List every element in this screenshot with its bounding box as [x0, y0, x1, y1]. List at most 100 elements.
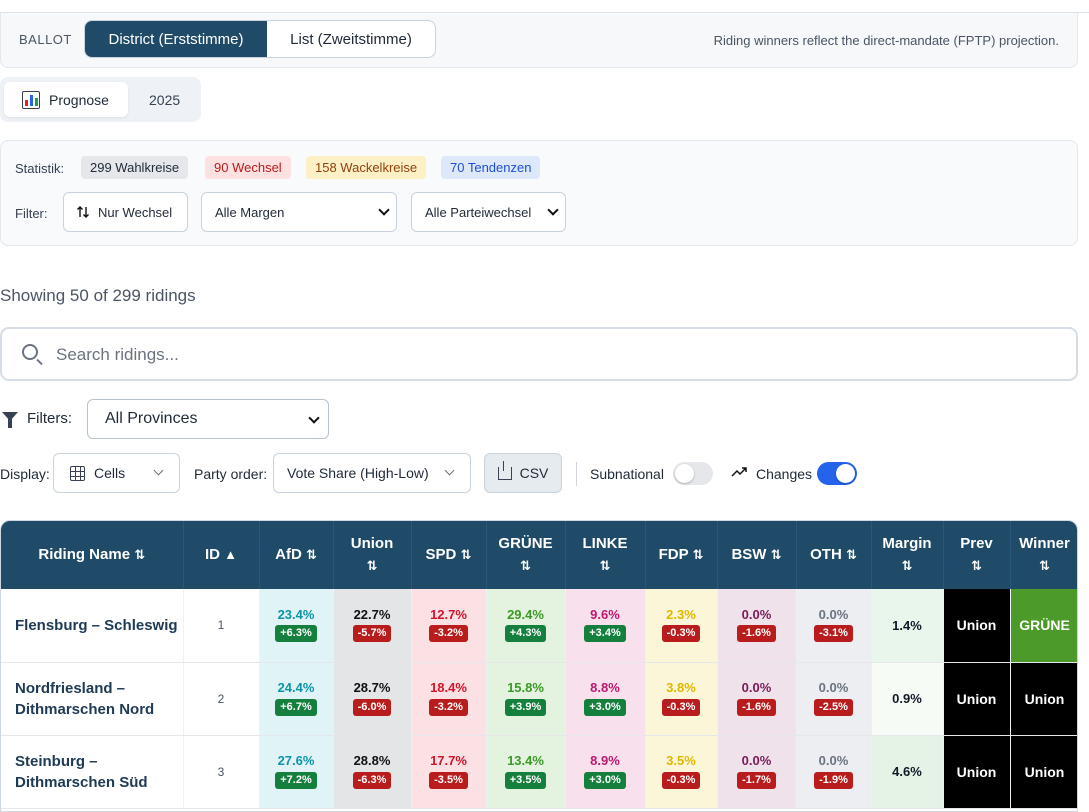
vote-cell-afd: 24.4% +6.7%	[259, 662, 334, 736]
total-ridings-badge: 299 Wahlkreise	[81, 156, 189, 179]
ballot-district-button[interactable]: District (Erststimme)	[85, 21, 267, 57]
party-change-select-value: Alle Parteiwechsel	[425, 204, 532, 220]
vote-change-badge: -0.3%	[661, 698, 701, 716]
ballot-toggle: District (Erststimme) List (Zweitstimme)	[84, 20, 436, 58]
vote-share: 17.7%	[430, 753, 467, 769]
table-row[interactable]: Nordfriesland – Dithmarschen Nord 2 24.4% +…	[1, 662, 1077, 736]
riding-id-cell: 1	[183, 589, 260, 663]
party-order-value: Vote Share (High-Low)	[287, 465, 429, 481]
vote-change-badge: -3.2%	[429, 698, 468, 716]
vote-change-badge: +3.9%	[504, 698, 547, 716]
vote-share: 0.0%	[741, 753, 772, 769]
col-riding-name[interactable]: Riding Name ⇅	[1, 521, 184, 589]
col-margin[interactable]: Margin ⇅	[871, 521, 944, 589]
stats-panel: Statistik: 299 Wahlkreise 90 Wechsel 158…	[0, 140, 1078, 246]
vote-cell-linke: 9.6% +3.4%	[565, 589, 646, 663]
col-prev[interactable]: Prev ⇅	[943, 521, 1011, 589]
col-afd[interactable]: AfD ⇅	[259, 521, 334, 589]
vote-change-badge: -6.0%	[352, 698, 392, 716]
vote-change-badge: -0.3%	[661, 625, 701, 643]
chevron-down-icon	[308, 412, 320, 424]
col-bsw[interactable]: BSW ⇅	[717, 521, 797, 589]
col-fdp[interactable]: FDP ⇅	[645, 521, 718, 589]
divider	[576, 462, 577, 486]
col-winner[interactable]: Winner ⇅	[1010, 521, 1077, 589]
vote-share: 22.7%	[353, 607, 391, 622]
vote-cell-bsw: 0.0% -1.7%	[717, 735, 797, 809]
col-oth[interactable]: OTH ⇅	[796, 521, 872, 589]
party-change-select[interactable]: Alle Parteiwechsel	[411, 192, 566, 232]
vote-share: 8.8%	[590, 680, 620, 696]
tab-2025[interactable]: 2025	[149, 91, 181, 108]
vote-cell-union: 28.7% -6.0%	[333, 662, 412, 736]
vote-change-badge: +3.5%	[504, 771, 547, 789]
trending-up-icon	[731, 467, 747, 477]
table-row[interactable]: Steinburg – Dithmarschen Süd 3 27.6% +7.2% 2…	[1, 735, 1077, 809]
vote-cell-linke: 8.9% +3.0%	[565, 735, 646, 809]
col-gruene[interactable]: GRÜNE ⇅	[486, 521, 566, 589]
vote-share: 28.8%	[353, 753, 391, 769]
margins-select-value: Alle Margen	[215, 204, 285, 220]
col-spd[interactable]: SPD ⇅	[411, 521, 487, 589]
col-id[interactable]: ID ▲	[183, 521, 260, 589]
vote-change-badge: +3.0%	[584, 698, 626, 716]
vote-share: 0.0%	[818, 607, 849, 622]
bar-chart-icon	[22, 90, 40, 109]
filters-label: Filters:	[27, 410, 72, 427]
vote-cell-linke: 8.8% +3.0%	[565, 662, 646, 736]
prev-winner-cell: Union	[943, 735, 1011, 809]
tab-prognose[interactable]: Prognose	[4, 82, 128, 117]
vote-cell-gruene: 29.4% +4.3%	[486, 589, 566, 663]
search-input[interactable]	[56, 342, 956, 368]
vote-change-badge: -2.5%	[814, 698, 853, 716]
subnational-label: Subnational	[590, 466, 664, 482]
search-box	[0, 327, 1078, 381]
vote-cell-bsw: 0.0% -1.6%	[717, 662, 797, 736]
vote-change-badge: -3.1%	[814, 625, 853, 643]
source-tabs: Prognose 2025	[0, 77, 201, 122]
table-row[interactable]: Flensburg – Schleswig 1 23.4% +6.3% 22.7% -5.…	[1, 589, 1077, 663]
results-count: Showing 50 of 299 ridings	[0, 286, 196, 305]
only-changes-button[interactable]: Nur Wechsel	[63, 192, 188, 232]
province-select[interactable]: All Provinces	[87, 399, 329, 439]
chevron-down-icon	[547, 204, 559, 216]
vote-share: 3.5%	[666, 753, 696, 769]
winner-cell: Union	[1010, 735, 1077, 809]
riding-name-cell[interactable]: Flensburg – Schleswig	[1, 589, 184, 663]
col-union[interactable]: Union ⇅	[333, 521, 412, 589]
vote-share: 0.0%	[741, 680, 772, 696]
csv-download-button[interactable]: CSV	[484, 453, 562, 493]
toggle-knob	[675, 464, 694, 483]
margin-cell: 1.4%	[871, 589, 944, 663]
riding-name-cell[interactable]: Steinburg – Dithmarschen Süd	[1, 735, 184, 809]
vote-change-badge: -1.9%	[814, 771, 853, 789]
margins-select[interactable]: Alle Margen	[201, 192, 397, 232]
vote-change-badge: -1.7%	[737, 771, 776, 789]
vote-share: 18.4%	[430, 680, 467, 696]
vote-cell-union: 28.8% -6.3%	[333, 735, 412, 809]
ballot-list-button[interactable]: List (Zweitstimme)	[290, 30, 412, 48]
display-mode-select[interactable]: Cells	[53, 453, 180, 493]
vote-share: 0.0%	[818, 680, 849, 696]
vote-change-badge: -1.6%	[737, 698, 776, 716]
filter-label: Filter:	[15, 206, 48, 221]
riding-name-cell[interactable]: Nordfriesland – Dithmarschen Nord	[1, 662, 184, 736]
vote-share: 24.4%	[277, 680, 315, 696]
vote-change-badge: +6.3%	[275, 625, 317, 643]
subnational-toggle[interactable]	[673, 462, 713, 485]
winner-cell: Union	[1010, 662, 1077, 736]
riding-id-cell: 2	[183, 662, 260, 736]
vote-change-badge: -3.5%	[429, 771, 468, 789]
vote-change-badge: -0.3%	[661, 771, 701, 789]
changes-toggle[interactable]	[817, 462, 857, 485]
prev-winner-cell: Union	[943, 662, 1011, 736]
winner-cell: GRÜNE	[1010, 589, 1077, 663]
party-order-select[interactable]: Vote Share (High-Low)	[273, 453, 471, 493]
margin-cell: 0.9%	[871, 662, 944, 736]
vote-change-badge: +4.3%	[504, 625, 547, 643]
download-icon	[497, 460, 512, 480]
vote-change-badge: -5.7%	[352, 625, 392, 643]
col-linke[interactable]: LINKE ⇅	[565, 521, 646, 589]
vote-cell-fdp: 2.3% -0.3%	[645, 589, 718, 663]
vote-share: 29.4%	[507, 607, 544, 622]
